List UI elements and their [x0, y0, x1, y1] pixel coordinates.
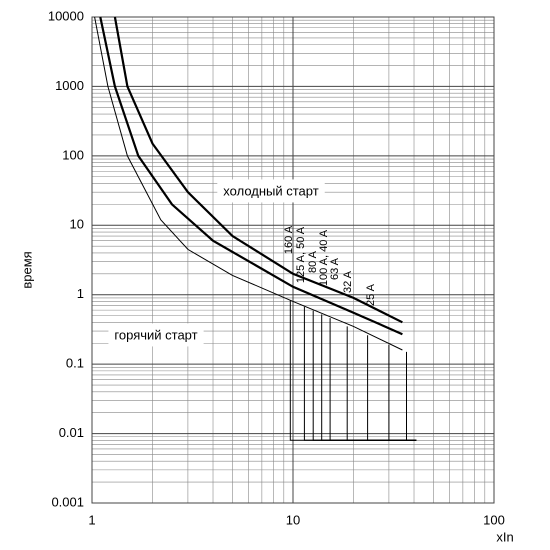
x-tick-label: 1 — [88, 512, 95, 527]
rating-label: 80 A — [307, 250, 319, 273]
y-tick-label: 0.001 — [51, 494, 84, 509]
y-tick-label: 10000 — [48, 8, 84, 23]
annotation-box — [108, 323, 204, 347]
x-axis-label: xIn — [496, 529, 513, 544]
y-tick-label: 0.1 — [66, 356, 84, 371]
plot-frame — [91, 16, 495, 504]
annotation-box — [217, 179, 325, 203]
y-tick-label: 1 — [77, 286, 84, 301]
annotation: холодный старт — [223, 183, 318, 198]
rating-label: 125 A, 50 A — [295, 226, 307, 283]
y-tick-label: 0.01 — [59, 425, 84, 440]
y-tick-label: 10 — [70, 217, 84, 232]
curve — [406, 351, 417, 441]
y-tick-label: 1000 — [55, 78, 84, 93]
y-axis-label: время — [19, 251, 34, 288]
y-tick-label: 100 — [62, 147, 84, 162]
curve — [113, 16, 403, 324]
rating-label: 25 A — [365, 283, 377, 306]
x-tick-label: 100 — [483, 512, 505, 527]
annotation: горячий старт — [114, 327, 197, 342]
curve — [94, 16, 403, 351]
rating-label: 160 A — [283, 225, 295, 254]
x-tick-label: 10 — [286, 512, 300, 527]
curve — [99, 16, 403, 336]
rating-label: 100 A, 40 A — [318, 229, 330, 286]
rating-label: 63 A — [329, 257, 341, 280]
rating-label: 32 A — [342, 270, 354, 293]
